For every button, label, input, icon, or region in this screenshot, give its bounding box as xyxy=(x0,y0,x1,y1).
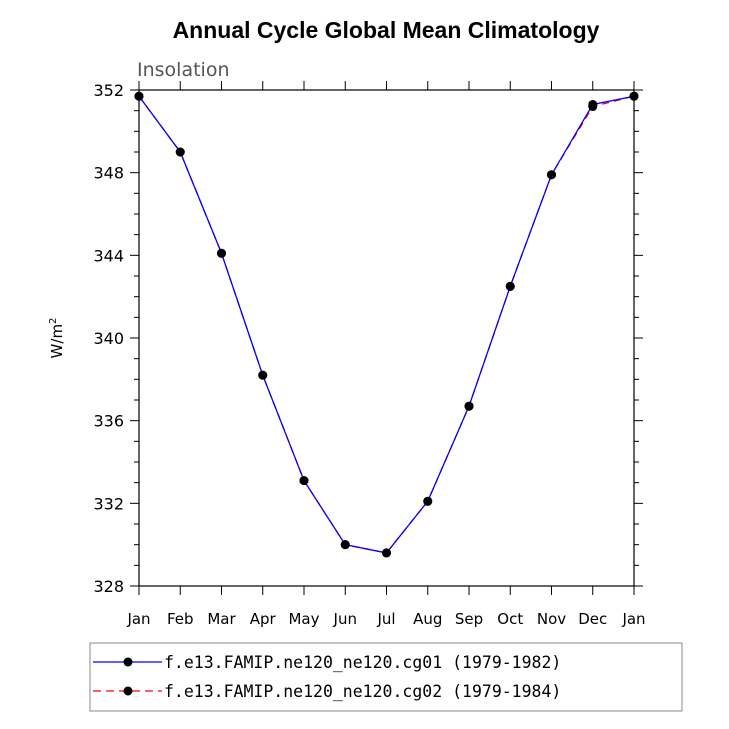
y-axis-label-superscript: 2 xyxy=(48,318,59,324)
x-tick-label: Aug xyxy=(413,610,442,628)
x-tick-label: Apr xyxy=(250,610,277,628)
series-2-point xyxy=(382,548,391,558)
y-tick-label: 328 xyxy=(93,577,124,596)
series-2-point xyxy=(217,248,226,258)
x-tick-label: Feb xyxy=(167,610,194,628)
legend: f.e13.FAMIP.ne120_ne120.cg01 (1979-1982)… xyxy=(89,642,683,712)
legend-label-series-2: f.e13.FAMIP.ne120_ne120.cg02 (1979-1984) xyxy=(164,682,561,701)
y-axis-label: W/m2 xyxy=(48,318,66,359)
series-2-point xyxy=(423,496,433,506)
axis-ticks xyxy=(130,81,643,595)
series-2-point xyxy=(505,281,515,291)
x-tick-label: Jun xyxy=(333,610,357,628)
legend-marker-series-2 xyxy=(123,686,133,696)
series-2-point xyxy=(588,102,598,112)
y-tick-label: 336 xyxy=(93,412,124,431)
y-tick-label: 340 xyxy=(93,329,124,348)
series-lines xyxy=(138,95,635,554)
series-2-point xyxy=(258,370,268,380)
legend-marker-series-1 xyxy=(123,657,133,667)
y-axis-label-text: W/m2 xyxy=(48,318,66,359)
y-tick-label: 332 xyxy=(93,494,124,513)
y-tick-labels: 328 332 336 340 344 348 352 xyxy=(93,81,124,596)
legend-label-series-1: f.e13.FAMIP.ne120_ne120.cg01 (1979-1982) xyxy=(164,653,561,672)
x-tick-label: Jul xyxy=(376,610,395,628)
x-tick-label: Nov xyxy=(537,610,566,628)
series-2-point xyxy=(175,147,185,157)
x-tick-label: Dec xyxy=(578,610,607,628)
series-2-point xyxy=(629,91,639,101)
series-markers xyxy=(134,91,639,558)
legend-box xyxy=(89,642,683,712)
series-line-1 xyxy=(138,95,635,554)
series-2-point xyxy=(340,540,350,550)
x-tick-label: May xyxy=(288,610,319,628)
x-tick-label: Jan xyxy=(126,610,150,628)
y-tick-label: 344 xyxy=(93,246,124,265)
series-2-point xyxy=(547,170,556,180)
series-2-point xyxy=(299,476,309,486)
x-tick-label: Mar xyxy=(207,610,236,628)
x-tick-label: Sep xyxy=(455,610,483,628)
y-axis-label-unit: W/m xyxy=(48,324,66,359)
series-line-2 xyxy=(138,95,635,554)
y-tick-label: 348 xyxy=(93,164,124,183)
series-2-point xyxy=(134,91,144,101)
chart-title: Annual Cycle Global Mean Climatology xyxy=(173,17,600,43)
x-tick-labels: Jan Feb Mar Apr May Jun Jul Aug Sep Oct Nov Dec Jan xyxy=(126,610,645,628)
series-2-point xyxy=(464,401,474,411)
y-tick-label: 352 xyxy=(93,81,124,100)
plot-frame xyxy=(138,89,635,587)
x-tick-label: Jan xyxy=(621,610,645,628)
x-tick-label: Oct xyxy=(497,610,523,628)
chart-subtitle: Insolation xyxy=(137,59,230,81)
